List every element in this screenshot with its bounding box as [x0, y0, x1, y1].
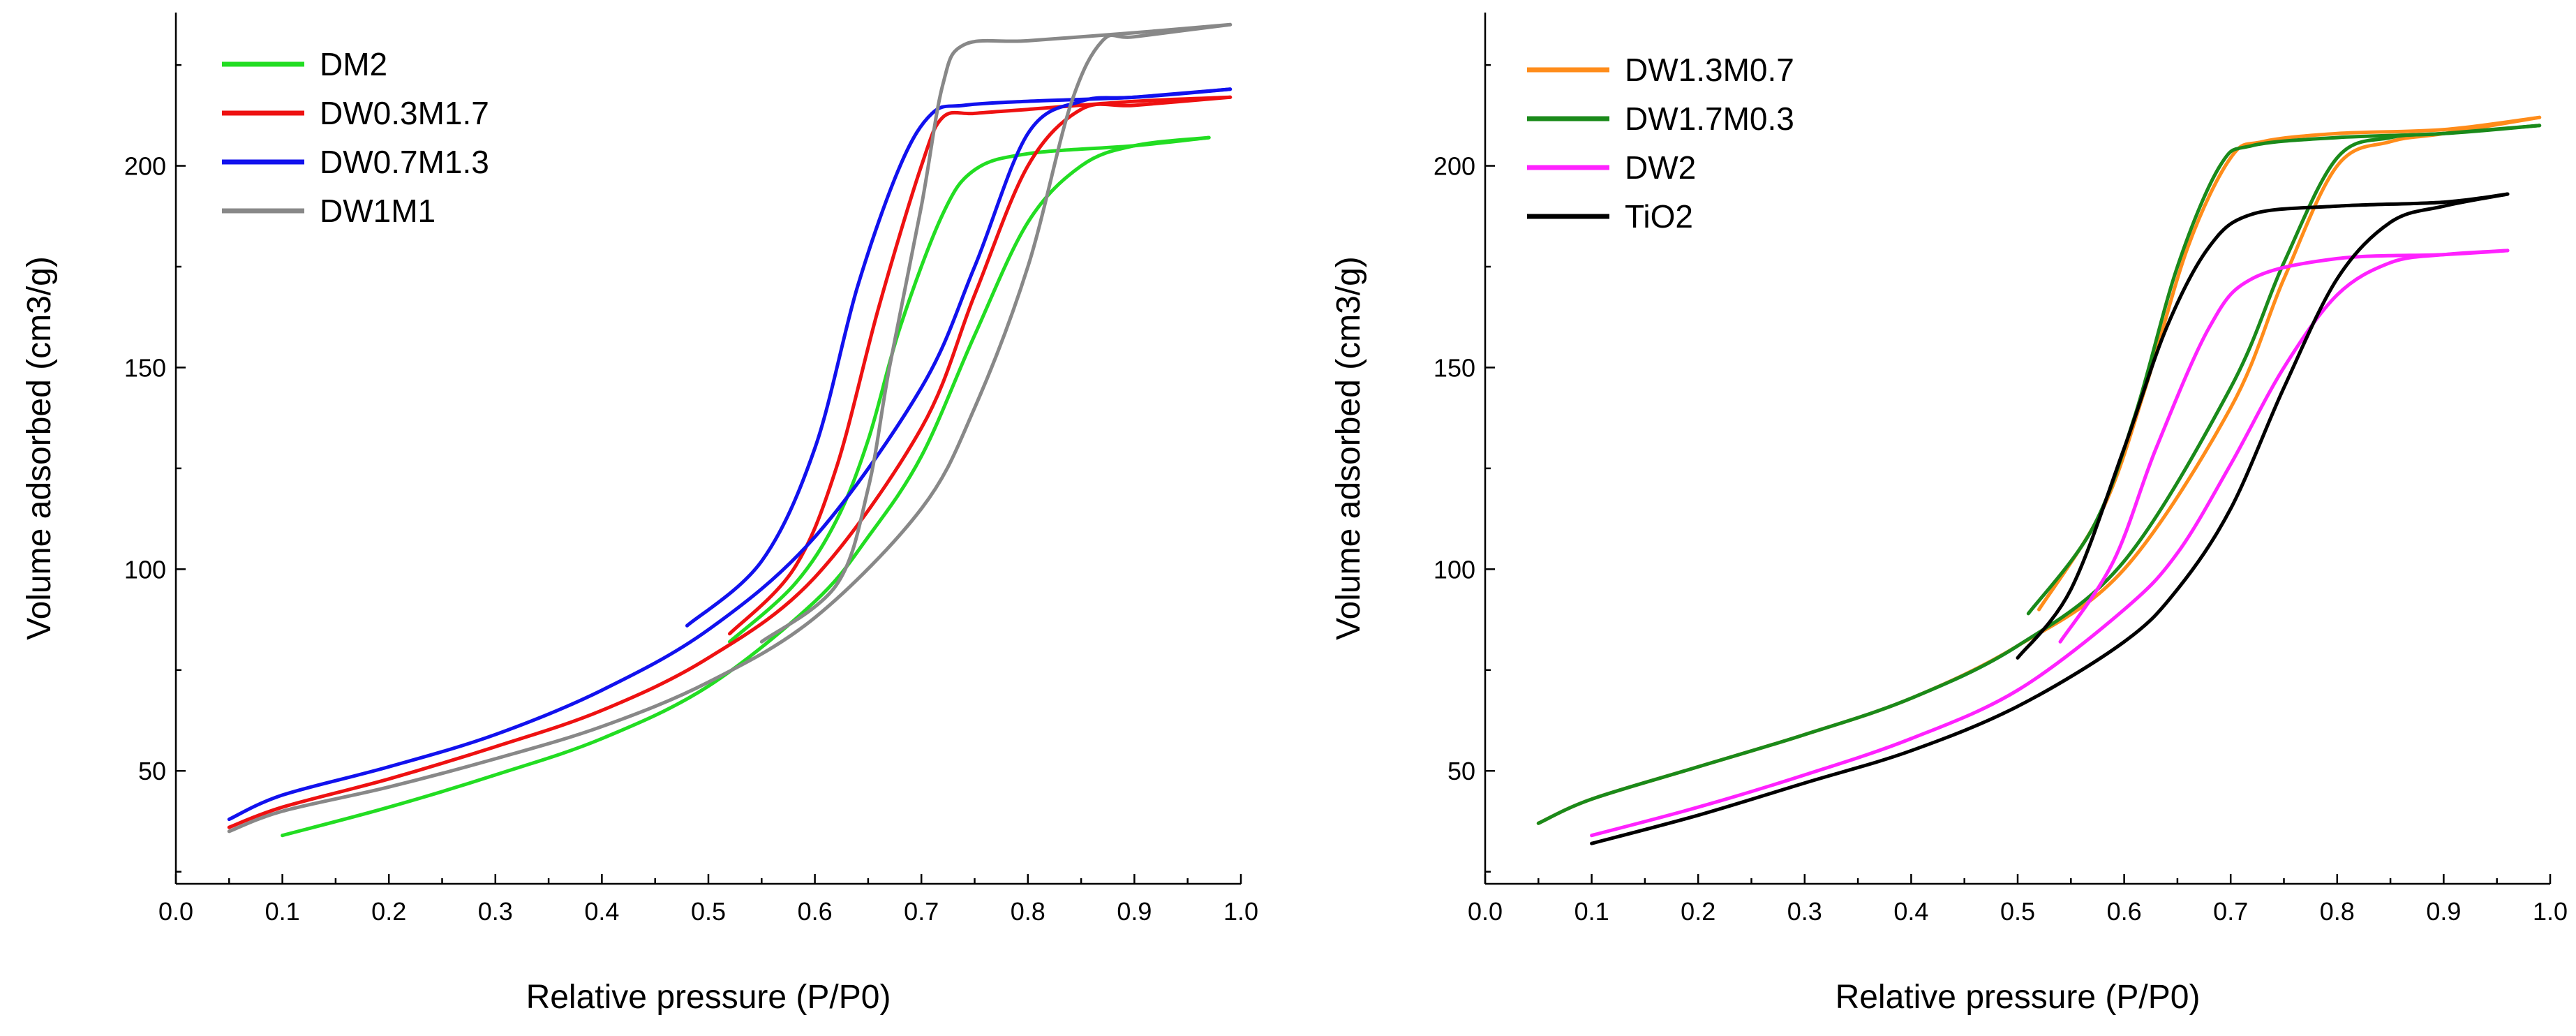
y-tick-label: 100 — [1434, 555, 1475, 584]
x-tick-label: 0.7 — [2213, 897, 2248, 926]
x-tick-label: 0.1 — [1574, 897, 1609, 926]
x-tick-label: 0.6 — [798, 897, 833, 926]
chart-left: 0.0 0.1 0.2 0.3 0.4 0.5 0.6 0.7 0.8 0.9 1.0 50 100 15… — [21, 13, 1258, 1016]
y-tick-label: 200 — [1434, 152, 1475, 181]
series-DW0.7M1.3 — [227, 87, 1233, 822]
x-tick-label: 0.2 — [371, 897, 406, 926]
y-tick-label: 200 — [124, 152, 166, 181]
x-axis-title: Relative pressure (P/P0) — [526, 979, 891, 1016]
x-tick-label: 0.5 — [2000, 897, 2035, 926]
adsorption-line — [227, 87, 1233, 822]
x-tick-label: 1.0 — [1223, 897, 1258, 926]
adsorption-line — [227, 22, 1233, 834]
y-tick-label: 150 — [124, 353, 166, 382]
x-tick-label: 1.0 — [2533, 897, 2568, 926]
y-axis-title: Volume adsorbed (cm3/g) — [1330, 256, 1367, 640]
desorption-line — [759, 22, 1233, 644]
desorption-line — [2016, 192, 2510, 660]
legend-label: DW1.3M0.7 — [1625, 52, 1794, 88]
x-tick-label: 0.8 — [1011, 897, 1045, 926]
desorption-line — [2037, 115, 2542, 612]
x-tick-label: 0.4 — [1893, 897, 1928, 926]
x-tick-label: 0.8 — [2320, 897, 2355, 926]
x-tick-label: 0.0 — [158, 897, 193, 926]
y-axis-title: Volume adsorbed (cm3/g) — [21, 256, 58, 640]
desorption-line — [728, 135, 1211, 644]
x-tick-label: 0.3 — [478, 897, 513, 926]
series-DW1M1 — [227, 22, 1233, 834]
x-tick-label: 0.7 — [904, 897, 939, 926]
legend-label: DW1.7M0.3 — [1625, 101, 1794, 137]
series-TiO2 — [1590, 192, 2510, 845]
x-tick-label: 0.1 — [265, 897, 300, 926]
desorption-line — [728, 95, 1233, 636]
x-tick-label: 0.6 — [2107, 897, 2142, 926]
desorption-line — [685, 87, 1233, 628]
legend-label: TiO2 — [1625, 198, 1693, 235]
adsorption-line — [281, 135, 1211, 838]
desorption-line — [2058, 249, 2510, 644]
x-tick-label: 0.9 — [1117, 897, 1152, 926]
adsorption-line — [1590, 192, 2510, 845]
x-tick-label: 0.5 — [691, 897, 726, 926]
x-tick-label: 0.3 — [1787, 897, 1822, 926]
x-tick-label: 0.0 — [1468, 897, 1503, 926]
x-tick-label: 0.2 — [1681, 897, 1715, 926]
adsorption-line — [1536, 124, 2542, 825]
series-DW2 — [1590, 249, 2510, 838]
y-tick-label: 50 — [138, 757, 166, 785]
x-axis-title: Relative pressure (P/P0) — [1836, 979, 2201, 1016]
y-tick-label: 150 — [1434, 353, 1475, 382]
legend-label: DW0.7M1.3 — [320, 144, 489, 180]
legend-label: DW1M1 — [320, 193, 435, 229]
legend-label: DW0.3M1.7 — [320, 95, 489, 131]
x-tick-label: 0.4 — [584, 897, 619, 926]
chart-right: 0.0 0.1 0.2 0.3 0.4 0.5 0.6 0.7 0.8 0.9 1.0 50 100 15… — [1330, 13, 2568, 1016]
adsorption-line — [1590, 249, 2510, 838]
legend-label: DM2 — [320, 46, 387, 82]
y-tick-label: 100 — [124, 555, 166, 584]
legend-label: DW2 — [1625, 149, 1696, 186]
series-DM2 — [281, 135, 1211, 838]
y-tick-label: 50 — [1447, 757, 1475, 785]
x-tick-label: 0.9 — [2426, 897, 2461, 926]
